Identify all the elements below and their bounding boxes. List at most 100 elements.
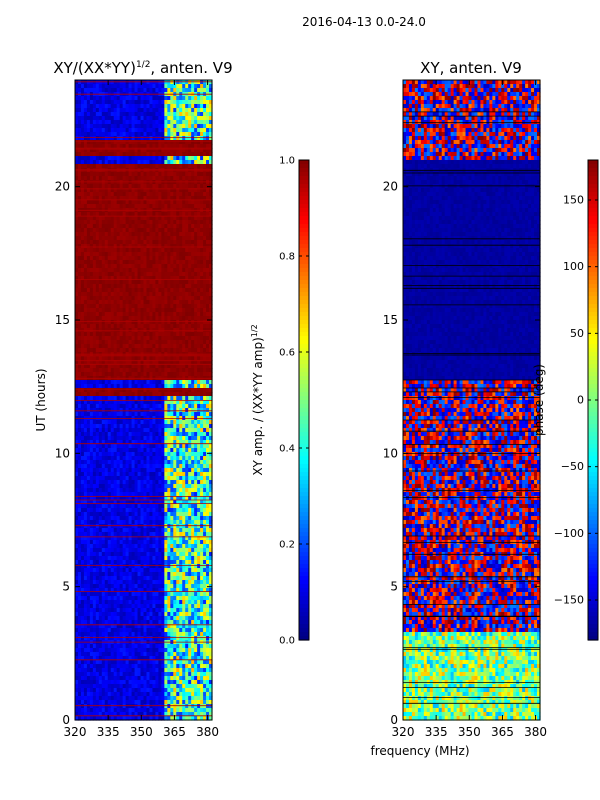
heatmap-cell	[209, 228, 213, 233]
heatmap-cell	[203, 172, 207, 177]
heatmap-cell	[125, 196, 130, 201]
heatmap-cell	[143, 172, 148, 177]
heatmap-cell	[152, 112, 157, 117]
heatmap-cell	[101, 228, 106, 233]
heatmap-cell	[149, 136, 154, 141]
heatmap-cell	[77, 204, 82, 209]
heatmap-cell	[200, 164, 204, 169]
heatmap-cell	[122, 196, 127, 201]
heatmap-cell	[116, 96, 121, 101]
heatmap-cell	[182, 224, 186, 229]
heatmap-cell	[170, 96, 174, 101]
heatmap-cell	[110, 184, 115, 189]
heatmap-cell	[152, 212, 157, 217]
heatmap-cell	[95, 196, 100, 201]
heatmap-cell	[75, 152, 79, 157]
heatmap-cell	[170, 192, 174, 197]
heatmap-cell	[95, 164, 100, 169]
heatmap-cell	[170, 84, 174, 89]
heatmap-cell	[167, 88, 171, 93]
heatmap-cell	[131, 224, 136, 229]
heatmap-cell	[188, 112, 192, 117]
heatmap-cell	[137, 192, 142, 197]
heatmap-cell	[113, 164, 118, 169]
heatmap-cell	[104, 192, 109, 197]
heatmap-cell	[152, 132, 157, 137]
heatmap-cell	[176, 196, 180, 201]
heatmap-cell	[194, 216, 198, 221]
heatmap-cell	[98, 172, 103, 177]
heatmap-cell	[170, 232, 174, 237]
heatmap-cell	[182, 116, 186, 121]
heatmap-cell	[170, 128, 174, 133]
heatmap-cell	[113, 236, 118, 241]
heatmap-cell	[149, 112, 154, 117]
heatmap-cell	[101, 196, 106, 201]
heatmap-cell	[122, 144, 127, 149]
heatmap-cell	[101, 188, 106, 193]
heatmap-cell	[155, 212, 159, 217]
heatmap-cell	[209, 188, 213, 193]
heatmap-cell	[155, 112, 159, 117]
heatmap-cell	[122, 228, 127, 233]
heatmap-cell	[89, 160, 94, 165]
heatmap-cell	[167, 100, 171, 105]
heatmap-cell	[176, 104, 180, 109]
heatmap-cell	[86, 232, 91, 237]
heatmap-cell	[173, 232, 177, 237]
heatmap-cell	[80, 140, 85, 145]
heatmap-cell	[101, 180, 106, 185]
heatmap-cell	[155, 84, 159, 89]
heatmap-cell	[140, 176, 145, 181]
heatmap-cell	[77, 220, 82, 225]
heatmap-cell	[122, 212, 127, 217]
heatmap-cell	[107, 224, 112, 229]
heatmap-cell	[128, 132, 133, 137]
heatmap-cell	[83, 188, 88, 193]
heatmap-cell	[89, 96, 94, 101]
heatmap-cell	[164, 96, 168, 101]
heatmap-cell	[110, 84, 115, 89]
heatmap-cell	[194, 156, 198, 161]
heatmap-cell	[167, 164, 171, 169]
heatmap-cell	[209, 200, 213, 205]
heatmap-cell	[188, 144, 192, 149]
heatmap-cell	[152, 144, 157, 149]
heatmap-cell	[143, 140, 148, 145]
heatmap-cell	[188, 204, 192, 209]
heatmap-cell	[179, 84, 183, 89]
heatmap-cell	[110, 172, 115, 177]
heatmap-cell	[209, 144, 213, 149]
heatmap-cell	[152, 108, 157, 113]
heatmap-cell	[146, 104, 151, 109]
heatmap-cell	[185, 84, 189, 89]
heatmap-cell	[119, 228, 124, 233]
heatmap-cell	[179, 96, 183, 101]
heatmap-cell	[203, 104, 207, 109]
heatmap-cell	[209, 216, 213, 221]
heatmap-cell	[155, 172, 159, 177]
heatmap-cell	[197, 88, 201, 93]
heatmap-cell	[146, 216, 151, 221]
heatmap-cell	[107, 156, 112, 161]
heatmap-cell	[146, 204, 151, 209]
heatmap-cell	[77, 136, 82, 141]
heatmap-cell	[200, 184, 204, 189]
heatmap-cell	[83, 96, 88, 101]
heatmap-cell	[197, 108, 201, 113]
heatmap-cell	[197, 160, 201, 165]
heatmap-cell	[140, 152, 145, 157]
heatmap-cell	[122, 152, 127, 157]
heatmap-cell	[77, 224, 82, 229]
heatmap-cell	[200, 152, 204, 157]
heatmap-cell	[164, 144, 168, 149]
heatmap-cell	[161, 124, 165, 129]
heatmap-cell	[119, 112, 124, 117]
heatmap-cell	[83, 120, 88, 125]
heatmap-cell	[128, 184, 133, 189]
heatmap-cell	[131, 116, 136, 121]
heatmap-cell	[116, 136, 121, 141]
heatmap-cell	[209, 132, 213, 137]
heatmap-cell	[107, 168, 112, 173]
heatmap-cell	[95, 204, 100, 209]
